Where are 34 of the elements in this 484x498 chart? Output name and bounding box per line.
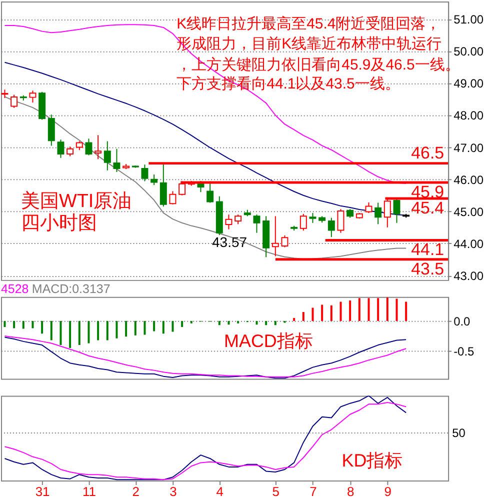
ref-line-label: 46.5 <box>411 143 444 162</box>
x-tick-label: 9 <box>384 484 392 498</box>
annotation: ，上方关键阻力依旧看向45.9及46.5一线。 <box>176 56 460 74</box>
ref-line-label: 44.1 <box>411 240 444 260</box>
text: MACD:0.3137 <box>32 282 110 296</box>
x-tick-label: 4 <box>216 484 224 498</box>
y-tick-label: 50.00 <box>454 44 484 59</box>
annotation: MACD指标 <box>224 330 313 351</box>
y-tick-label: 51.00 <box>454 12 484 27</box>
x-tick-label: 3 <box>170 484 177 498</box>
annotation: K线昨日拉升最高至45.4附近受阻回落， <box>176 15 441 32</box>
y-tick-label: 46.00 <box>454 172 484 187</box>
x-tick-label: 8 <box>346 484 354 498</box>
annotation: 下方支撑看向44.1以及43.5一线。 <box>176 75 400 92</box>
x-tick-label: 7 <box>310 484 317 498</box>
x-tick-label: 31 <box>35 484 50 498</box>
text: 50 <box>452 426 466 440</box>
x-tick-label: 2 <box>132 484 140 498</box>
annotation: 四小时图 <box>20 213 97 234</box>
annotation: 43.57 <box>212 234 248 250</box>
x-tick-label: 5 <box>272 484 280 498</box>
text: 4528 <box>1 282 29 296</box>
x-tick-label: 11 <box>82 484 96 498</box>
y-tick-label: 44.00 <box>454 236 484 251</box>
y-tick-label: -0.5 <box>454 344 475 359</box>
y-tick-label: 43.00 <box>454 268 484 283</box>
ref-line-label: 43.5 <box>411 259 444 278</box>
y-tick-label: 49.00 <box>454 76 484 91</box>
y-tick-label: 0.0 <box>454 314 471 328</box>
y-tick-label: 47.00 <box>454 140 484 155</box>
y-tick-label: 45.00 <box>454 204 484 219</box>
y-tick-label: 48.00 <box>454 108 484 123</box>
annotation: KD指标 <box>342 450 403 471</box>
annotation: 美国WTI原油 <box>20 190 132 212</box>
